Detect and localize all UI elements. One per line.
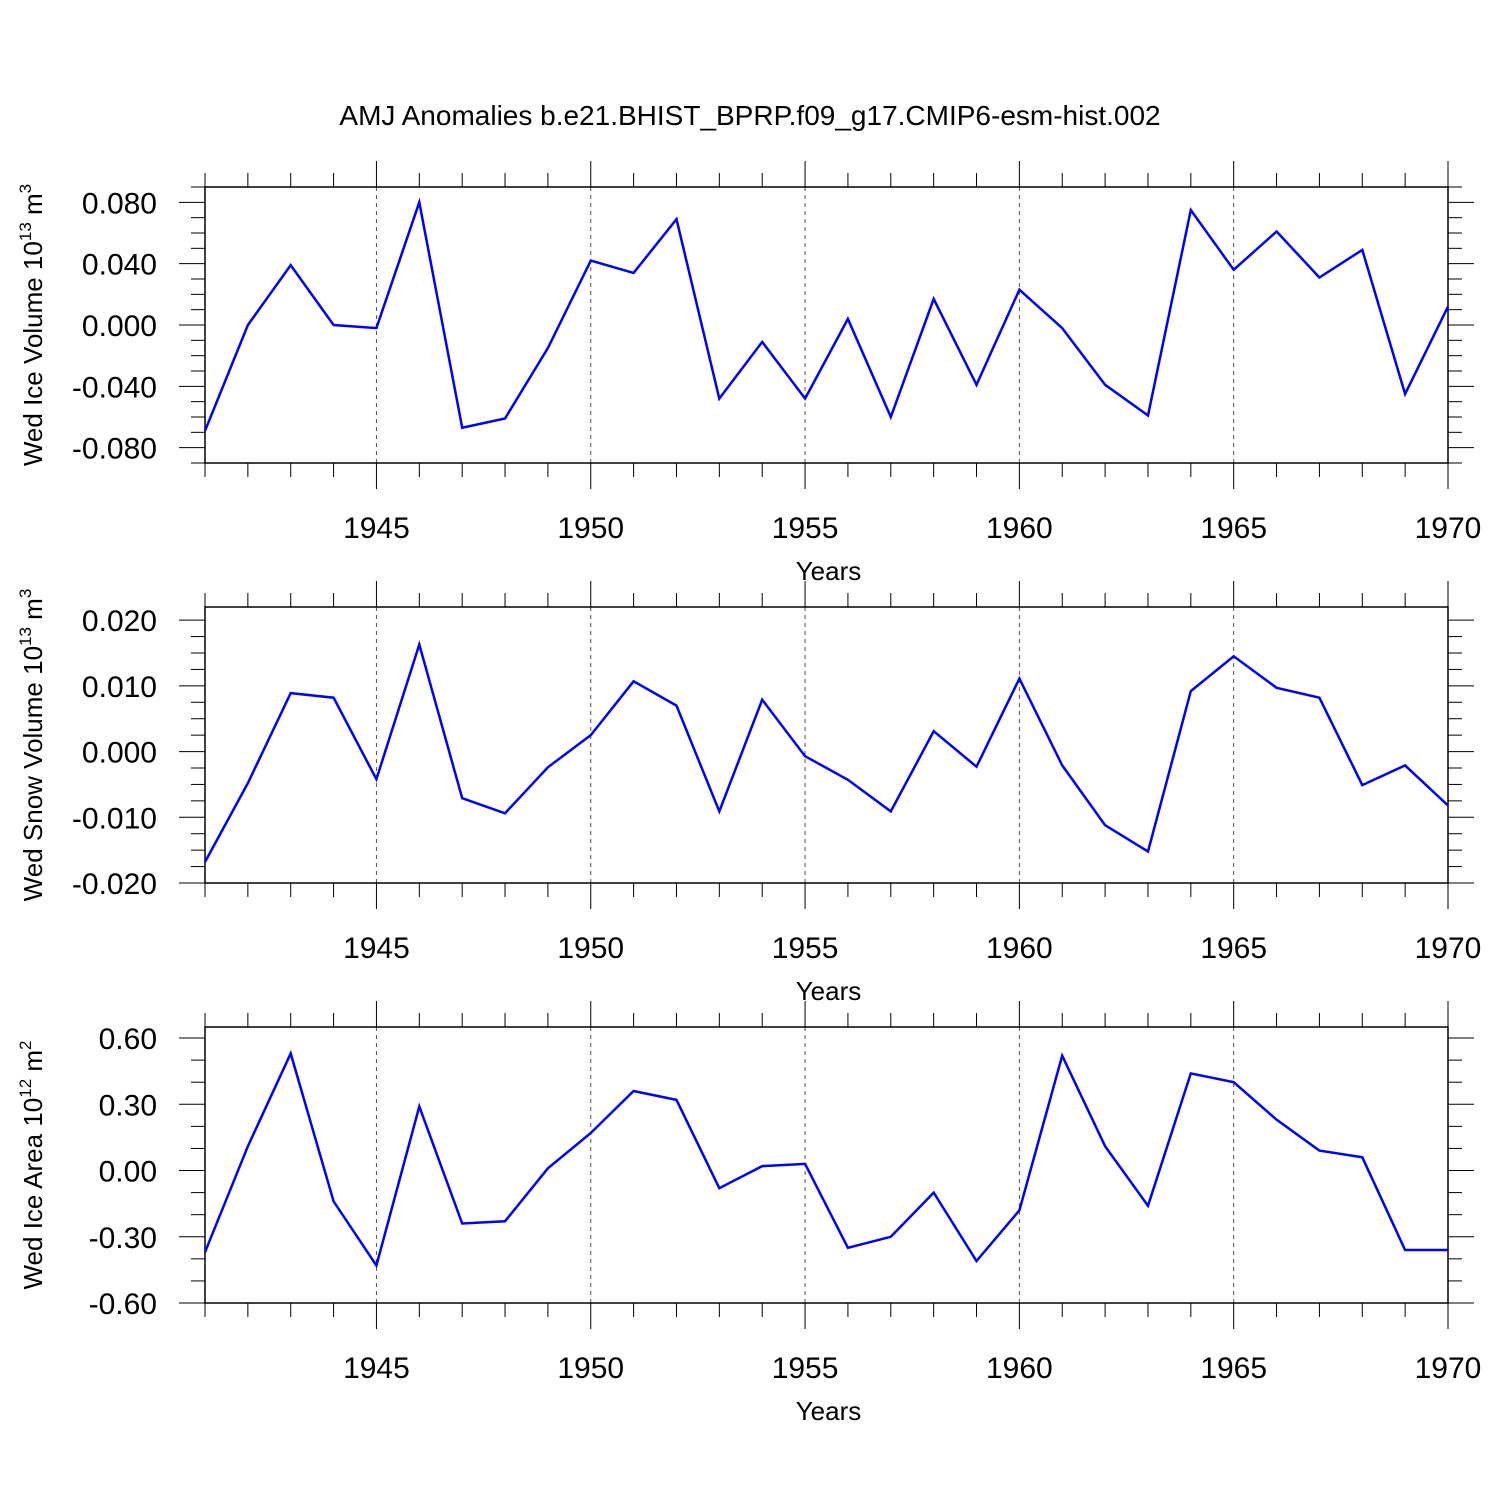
- y-tick-label: 0.00: [99, 1156, 157, 1189]
- x-tick-label: 1950: [557, 932, 624, 965]
- y-tick-label: -0.010: [72, 802, 157, 835]
- plot-frame: [204, 606, 1449, 884]
- x-tick-label: 1950: [557, 1352, 624, 1385]
- x-tick-label: 1960: [986, 512, 1053, 545]
- series-line: [203, 640, 1449, 863]
- x-tick-label: 1970: [1415, 512, 1482, 545]
- x-tick-label: 1945: [343, 512, 410, 545]
- y-axis-title: Wed Ice Volume 1013 m3: [16, 184, 48, 466]
- y-tick-label: -0.040: [72, 371, 157, 404]
- x-axis-title: Years: [796, 976, 862, 1006]
- y-axis-title-base: Wed Snow Volume 10: [18, 646, 48, 901]
- y-axis-title-exp: 12: [16, 1079, 35, 1098]
- chart-panel-1: 1945 1950 1955 1960 1965 1970 Years -0.080 -0.04…: [16, 161, 1481, 586]
- y-axis-title-base: Wed Ice Volume 10: [18, 241, 48, 466]
- x-tick-label: 1965: [1200, 1352, 1267, 1385]
- x-tick-label: 1960: [986, 932, 1053, 965]
- y-axis-title: Wed Ice Area 1012 m2: [16, 1040, 48, 1289]
- y-axis-title-exp: 13: [16, 222, 35, 241]
- x-tick-label: 1955: [772, 512, 839, 545]
- y-tick-label: -0.080: [72, 433, 157, 466]
- y-tick-label: 0.020: [82, 605, 157, 638]
- y-tick-label: 0.080: [82, 187, 157, 220]
- x-tick-label: 1945: [343, 1352, 410, 1385]
- chart-panel-2: 1945 1950 1955 1960 1965 1970 Years -0.020 -0.01…: [16, 581, 1481, 1006]
- y-axis-title-exp: 13: [16, 627, 35, 646]
- y-axis-title-base: Wed Ice Area 10: [18, 1098, 48, 1290]
- x-tick-label: 1955: [772, 1352, 839, 1385]
- y-tick-label: 0.60: [99, 1023, 157, 1056]
- x-axis-title: Years: [796, 1396, 862, 1426]
- x-tick-label: 1965: [1200, 512, 1267, 545]
- y-axis-title-unit: m: [18, 193, 48, 222]
- chart-panels: 1945 1950 1955 1960 1965 1970 Years -0.080 -0.04…: [16, 161, 1481, 1426]
- series-line: [203, 1049, 1448, 1269]
- series-line: [203, 197, 1450, 432]
- x-tick-label: 1955: [772, 932, 839, 965]
- y-axis-title-unit-exp: 3: [16, 184, 35, 193]
- y-axis-title-unit-exp: 2: [16, 1040, 35, 1049]
- x-tick-label: 1970: [1415, 1352, 1482, 1385]
- y-tick-label: -0.020: [72, 868, 157, 901]
- y-tick-label: 0.30: [99, 1089, 157, 1122]
- y-tick-label: 0.000: [82, 310, 157, 343]
- x-tick-label: 1945: [343, 932, 410, 965]
- x-tick-label: 1965: [1200, 932, 1267, 965]
- x-tick-label: 1960: [986, 1352, 1053, 1385]
- y-axis-title-unit-exp: 3: [16, 589, 35, 598]
- figure-title: AMJ Anomalies b.e21.BHIST_BPRP.f09_g17.C…: [339, 100, 1160, 131]
- chart-panel-3: 1945 1950 1955 1960 1965 1970 Years -0.60 -0.30 0…: [16, 1001, 1481, 1426]
- x-axis-title: Years: [796, 556, 862, 586]
- x-tick-label: 1970: [1415, 932, 1482, 965]
- y-tick-label: -0.60: [89, 1288, 157, 1321]
- y-tick-label: 0.000: [82, 737, 157, 770]
- y-axis-title-unit: m: [18, 598, 48, 627]
- y-tick-label: 0.040: [82, 249, 157, 282]
- y-axis-title-unit: m: [18, 1050, 48, 1079]
- x-tick-label: 1950: [557, 512, 624, 545]
- plot-frame: [204, 1026, 1449, 1304]
- y-tick-label: 0.010: [82, 671, 157, 704]
- y-axis-title: Wed Snow Volume 1013 m3: [16, 589, 48, 902]
- y-tick-label: -0.30: [89, 1222, 157, 1255]
- plot-frame: [204, 186, 1449, 464]
